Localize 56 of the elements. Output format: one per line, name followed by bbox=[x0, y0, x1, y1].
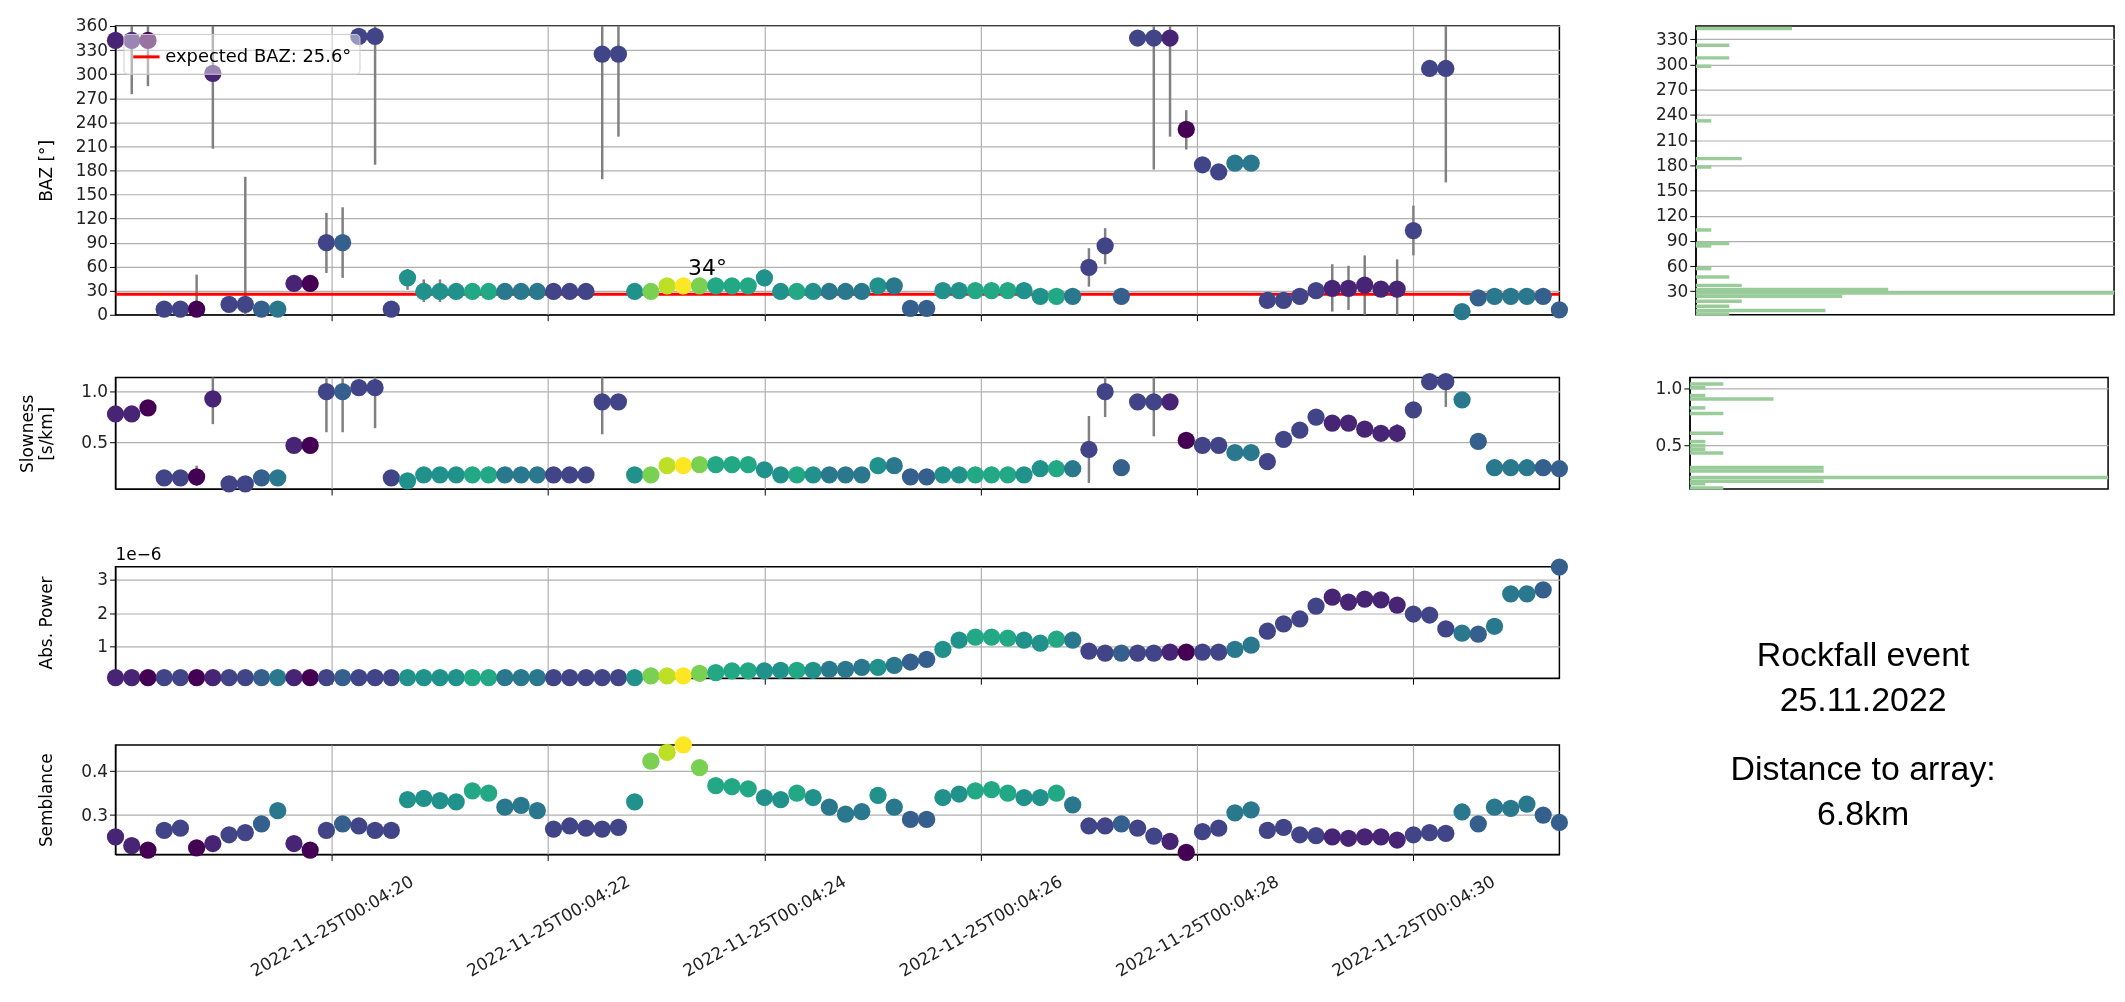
y-tick-label: 1.0 bbox=[1655, 378, 1683, 399]
y-tick-label: 210 bbox=[1656, 129, 1689, 150]
legend-label: expected BAZ: 25.6° bbox=[165, 44, 352, 66]
y-tick-label: 3 bbox=[97, 569, 109, 590]
y-tick-label: 0 bbox=[97, 304, 109, 325]
bar bbox=[1689, 451, 1724, 455]
y-tick-label: 180 bbox=[1656, 154, 1689, 175]
y-tick-label: 210 bbox=[75, 135, 109, 156]
y-axis-title: BAZ [°] bbox=[36, 139, 57, 202]
y-tick-label: 1 bbox=[97, 635, 109, 656]
bar bbox=[1689, 382, 1724, 386]
bar bbox=[1695, 165, 1712, 169]
y-tick-label: 60 bbox=[86, 256, 109, 277]
y-tick-label: 120 bbox=[1656, 205, 1689, 226]
y-axis-title: Abs. Power bbox=[36, 576, 57, 670]
y-tick-label: 90 bbox=[86, 232, 109, 253]
y-tick-label: 90 bbox=[1666, 230, 1689, 251]
bar bbox=[1695, 228, 1712, 232]
y-tick-label: 1.0 bbox=[81, 381, 109, 402]
y-tick-label: 0.3 bbox=[81, 804, 109, 825]
y-tick-label: 0.4 bbox=[81, 760, 109, 781]
y-axis-title: Semblance bbox=[36, 753, 57, 848]
y-tick-label: 150 bbox=[75, 183, 109, 204]
y-tick-label: 0.5 bbox=[1655, 434, 1683, 455]
bar bbox=[1695, 275, 1730, 279]
y-tick-label: 2 bbox=[97, 602, 109, 623]
y-tick-label: 0.5 bbox=[81, 431, 109, 452]
y-tick-label: 270 bbox=[1656, 79, 1689, 100]
y-tick-label: 150 bbox=[1656, 179, 1689, 200]
y-tick-label: 60 bbox=[1666, 255, 1689, 276]
bar bbox=[1689, 469, 1824, 473]
bar bbox=[1689, 406, 1706, 410]
y-axis-title: Slowness [s/km] bbox=[17, 394, 57, 473]
y-tick-label: 180 bbox=[75, 159, 109, 180]
y-tick-label: 270 bbox=[75, 87, 109, 108]
bar bbox=[1689, 431, 1724, 435]
y-tick-label: 330 bbox=[1656, 28, 1689, 49]
y-tick-label: 30 bbox=[1666, 280, 1689, 301]
y-tick-label: 120 bbox=[75, 207, 109, 228]
bar bbox=[1689, 486, 1724, 490]
text: 6.8km bbox=[1817, 793, 1910, 832]
y-tick-label: 360 bbox=[75, 15, 109, 36]
y-tick-label: 240 bbox=[75, 111, 109, 132]
bar bbox=[1695, 119, 1712, 123]
text: Rockfall event bbox=[1756, 635, 1970, 674]
y-tick-label: 30 bbox=[86, 280, 109, 301]
y-tick-label: 330 bbox=[75, 39, 109, 60]
y-tick-label: 300 bbox=[1656, 54, 1689, 75]
text: Distance to array: bbox=[1730, 748, 1996, 787]
bar bbox=[1695, 56, 1730, 60]
text: 1e−6 bbox=[115, 543, 162, 564]
y-tick-label: 300 bbox=[75, 63, 109, 84]
y-tick-label: 240 bbox=[1656, 104, 1689, 125]
text: 25.11.2022 bbox=[1779, 680, 1947, 719]
bar bbox=[1689, 397, 1774, 401]
annotation: 34° bbox=[688, 254, 727, 280]
